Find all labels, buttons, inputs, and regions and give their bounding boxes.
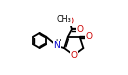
Text: O: O xyxy=(70,51,77,60)
Text: O: O xyxy=(76,25,83,34)
Text: N: N xyxy=(54,41,60,50)
Text: H: H xyxy=(55,39,61,48)
Text: O: O xyxy=(67,17,74,26)
Text: CH₃: CH₃ xyxy=(56,15,71,24)
Text: O: O xyxy=(85,32,92,41)
